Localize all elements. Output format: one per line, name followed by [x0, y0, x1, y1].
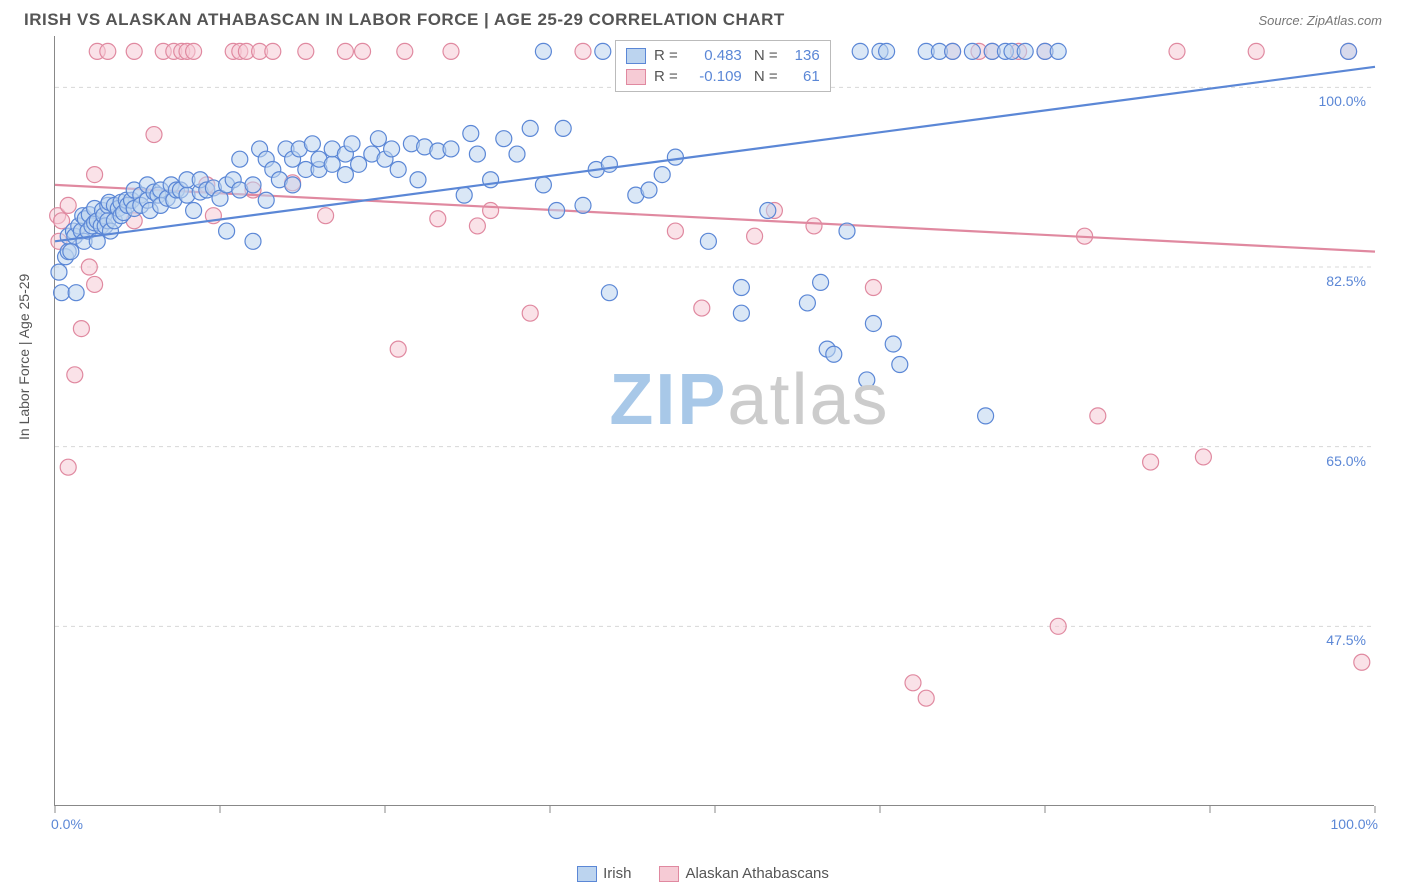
stat-r-label: R = — [654, 47, 678, 64]
correlation-stats-box: R = 0.483 N = 136 R = -0.109 N = 61 — [615, 40, 831, 92]
y-tick-label: 65.0% — [1326, 453, 1366, 469]
x-max-label: 100.0% — [1331, 816, 1378, 832]
legend-swatch — [626, 48, 646, 64]
y-tick-label: 47.5% — [1326, 632, 1366, 648]
x-min-label: 0.0% — [51, 816, 83, 832]
chart-plot-area: ZIPatlas R =0.483 N =136R =-0.109 N =61 … — [54, 36, 1374, 806]
y-tick-label: 82.5% — [1326, 273, 1366, 289]
source-attribution: Source: ZipAtlas.com — [1258, 13, 1382, 28]
stat-n-value: 61 — [786, 68, 820, 85]
legend-swatch — [659, 866, 679, 882]
legend-label: Alaskan Athabascans — [685, 865, 828, 882]
y-tick-label: 100.0% — [1319, 93, 1366, 109]
stats-row-irish: R = 0.483 N = 136 — [626, 45, 820, 66]
legend-label: Irish — [603, 865, 631, 882]
y-axis-label: In Labor Force | Age 25-29 — [16, 274, 32, 440]
stat-r-value: 0.483 — [686, 47, 742, 64]
stat-r-label: R = — [654, 68, 678, 85]
series-Irish — [51, 43, 1357, 423]
stats-row-athabascan: R = -0.109 N = 61 — [626, 66, 820, 87]
stat-r-value: -0.109 — [686, 68, 742, 85]
chart-legend: Irish Alaskan Athabascans — [0, 865, 1406, 882]
legend-item-irish: Irish — [577, 865, 631, 882]
series-Alaskan Athabascans — [50, 43, 1370, 706]
stat-n-value: 136 — [786, 47, 820, 64]
stat-n-label: N = — [750, 68, 778, 85]
legend-swatch — [577, 866, 597, 882]
legend-swatch — [626, 69, 646, 85]
legend-item-athabascan: Alaskan Athabascans — [659, 865, 828, 882]
chart-title: IRISH VS ALASKAN ATHABASCAN IN LABOR FOR… — [24, 10, 785, 30]
stat-n-label: N = — [750, 47, 778, 64]
scatter-chart-svg — [55, 36, 1375, 806]
